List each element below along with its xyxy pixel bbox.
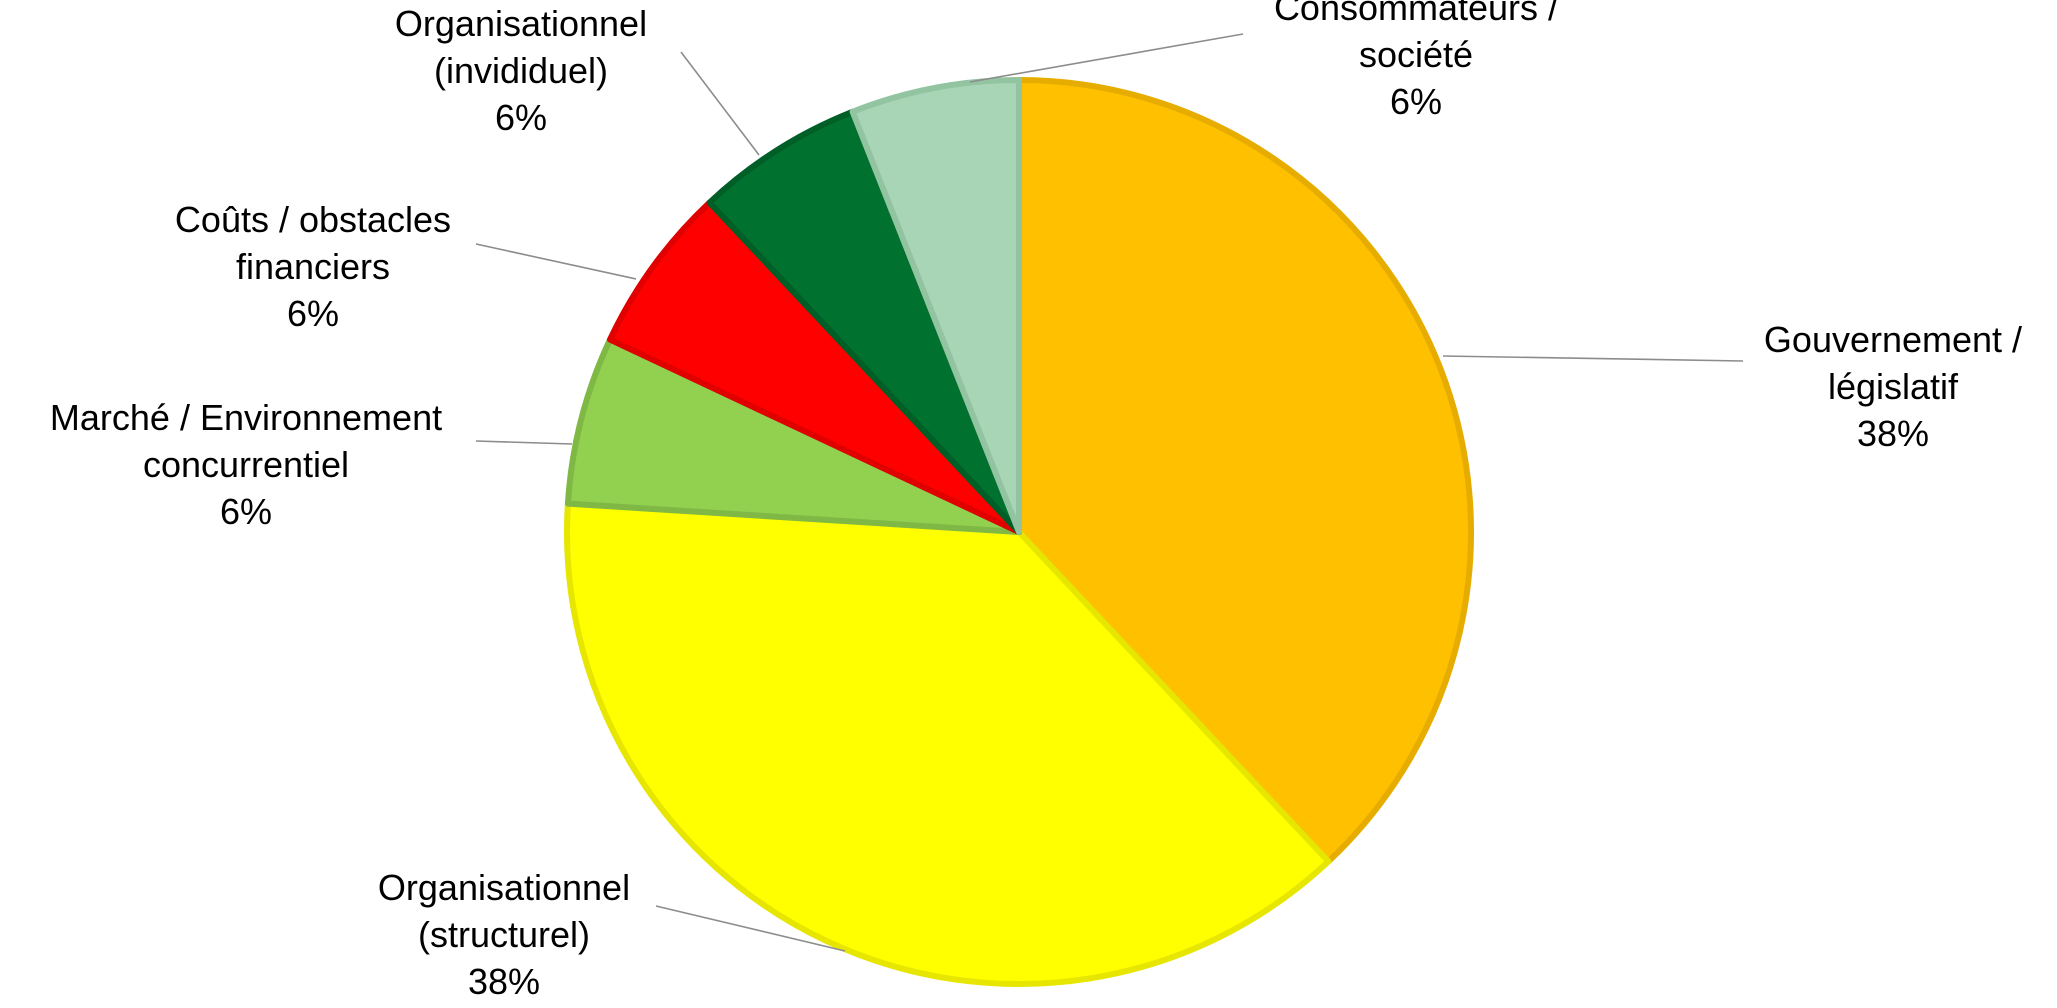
leader-lines bbox=[475, 33, 1744, 952]
data-label-category: société bbox=[1359, 34, 1473, 75]
data-label: Gouvernement / législatif 38% bbox=[1764, 319, 2022, 454]
data-label: Organisationnel (invididuel) 6% bbox=[395, 3, 647, 138]
data-label-percent: 38% bbox=[468, 961, 540, 1002]
data-label: Marché / Environnement concurrentiel 6% bbox=[50, 397, 442, 532]
data-labels: Gouvernement / législatif 38%Organisationn… bbox=[50, 0, 2022, 1002]
data-label-category: Organisationnel bbox=[378, 867, 630, 908]
data-label: Consommateurs / société 6% bbox=[1274, 0, 1558, 122]
data-label-category: Gouvernement / bbox=[1764, 319, 2022, 360]
data-label-percent: 6% bbox=[287, 293, 339, 334]
pie-slice bbox=[849, 77, 1022, 535]
data-label-category: Consommateurs / bbox=[1274, 0, 1558, 28]
leader-line bbox=[475, 440, 573, 445]
data-label-percent: 6% bbox=[220, 491, 272, 532]
data-label-percent: 6% bbox=[1390, 81, 1442, 122]
pie-slice bbox=[564, 500, 1332, 987]
data-label-category: Coûts / obstacles bbox=[175, 199, 451, 240]
leader-line bbox=[969, 33, 1244, 83]
data-label: Organisationnel (structurel) 38% bbox=[378, 867, 630, 1002]
leader-line bbox=[680, 51, 760, 156]
data-label-category: Organisationnel bbox=[395, 3, 647, 44]
data-label-category: Marché / Environnement bbox=[50, 397, 442, 438]
data-label-category: financiers bbox=[236, 246, 390, 287]
data-label: Coûts / obstacles financiers 6% bbox=[175, 199, 451, 334]
data-label-category: législatif bbox=[1828, 366, 1959, 407]
data-label-percent: 38% bbox=[1857, 413, 1929, 454]
data-label-category: (invididuel) bbox=[434, 50, 608, 91]
pie-slice bbox=[564, 336, 1022, 535]
leader-line bbox=[1442, 355, 1744, 362]
pie-slice bbox=[1016, 77, 1474, 865]
leader-line bbox=[655, 905, 846, 952]
data-label-category: concurrentiel bbox=[143, 444, 349, 485]
data-label-percent: 6% bbox=[495, 97, 547, 138]
leader-line bbox=[475, 243, 637, 280]
pie-slice bbox=[706, 108, 1022, 535]
pie-slices bbox=[564, 77, 1474, 987]
data-label-category: (structurel) bbox=[418, 914, 590, 955]
pie-slice bbox=[607, 199, 1022, 535]
